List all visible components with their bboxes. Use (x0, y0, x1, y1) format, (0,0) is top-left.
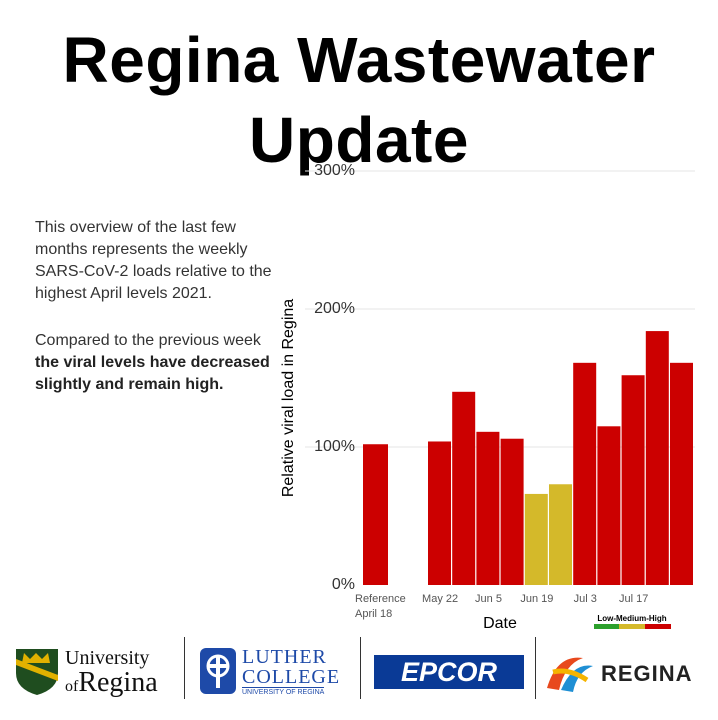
intro-paragraph: This overview of the last few months rep… (35, 219, 272, 302)
x-tick-label: May 22 (422, 593, 458, 605)
weekly-bar (621, 375, 645, 585)
uofr-regina: Regina (78, 667, 158, 698)
luther-emblem-icon (200, 648, 236, 694)
y-tick-label: 300% (314, 162, 355, 179)
weekly-bar (476, 431, 500, 585)
summary-text: Compared to the previous week (35, 332, 261, 349)
footer-divider (184, 637, 185, 699)
reference-label: April 18 (355, 608, 392, 620)
luther-line2: COLLEGE (242, 666, 341, 688)
luther-line1: LUTHER (242, 646, 327, 668)
weekly-bar (524, 493, 548, 585)
x-axis-label: Date (483, 615, 517, 632)
university-of-regina-logo: University ofRegina (14, 645, 179, 699)
footer-divider (535, 637, 536, 699)
weekly-bar (573, 362, 597, 585)
chart-bars (363, 331, 693, 585)
weekly-bar (549, 484, 572, 585)
y-tick-label: 0% (332, 576, 355, 593)
summary-paragraph: Compared to the previous week the viral … (35, 330, 285, 396)
x-tick-label: Jun 5 (475, 593, 502, 605)
legend-medium-swatch (619, 624, 645, 629)
regina-wordmark: REGINA (601, 661, 693, 686)
x-axis-ticks: Reference April 18 May 22 Jun 5 Jun 19 Jul 3 J… (355, 593, 648, 620)
x-tick-label: Jul 3 (574, 593, 597, 605)
summary-highlight: the viral levels have decreased slightly… (35, 354, 270, 393)
x-tick-label: Jun 19 (520, 593, 553, 605)
weekly-bar (500, 438, 524, 585)
uofr-line2: ofRegina (65, 667, 158, 699)
luther-college-logo: LUTHER COLLEGE UNIVERSITY OF REGINA (200, 646, 348, 696)
legend-high-swatch (645, 624, 671, 629)
page-title-line1: Regina Wastewater (62, 24, 656, 96)
legend-low-swatch (594, 624, 619, 629)
epcor-wordmark: EPCOR (400, 657, 498, 687)
viral-load-chart: 0% 100% 200% 300% Reference April 18 May 22 Ju… (280, 162, 695, 632)
reference-label: Reference (355, 593, 406, 605)
y-axis-ticks: 0% 100% 200% 300% (314, 162, 355, 593)
y-tick-label: 100% (314, 438, 355, 455)
y-axis-label: Relative viral load in Regina (280, 299, 297, 497)
regina-swoosh-icon (547, 657, 593, 692)
legend-label: Low-Medium-High (597, 614, 666, 623)
page-title-line2: Update (249, 104, 469, 176)
city-of-regina-logo: REGINA (543, 650, 708, 695)
reference-bar (363, 444, 388, 585)
x-tick-label: Jul 17 (619, 593, 648, 605)
luther-line3: UNIVERSITY OF REGINA (242, 687, 325, 696)
chart-legend: Low-Medium-High (594, 614, 671, 629)
uofr-of: of (65, 678, 79, 695)
weekly-bar (645, 331, 669, 585)
footer-divider (360, 637, 361, 699)
weekly-bar (670, 362, 693, 585)
y-tick-label: 200% (314, 300, 355, 317)
weekly-bar (597, 426, 621, 585)
uofr-crest-icon (16, 649, 58, 695)
uofr-line1: University (65, 647, 150, 669)
weekly-bar (428, 441, 451, 585)
epcor-logo: EPCOR (374, 655, 524, 689)
weekly-bar (452, 391, 476, 585)
